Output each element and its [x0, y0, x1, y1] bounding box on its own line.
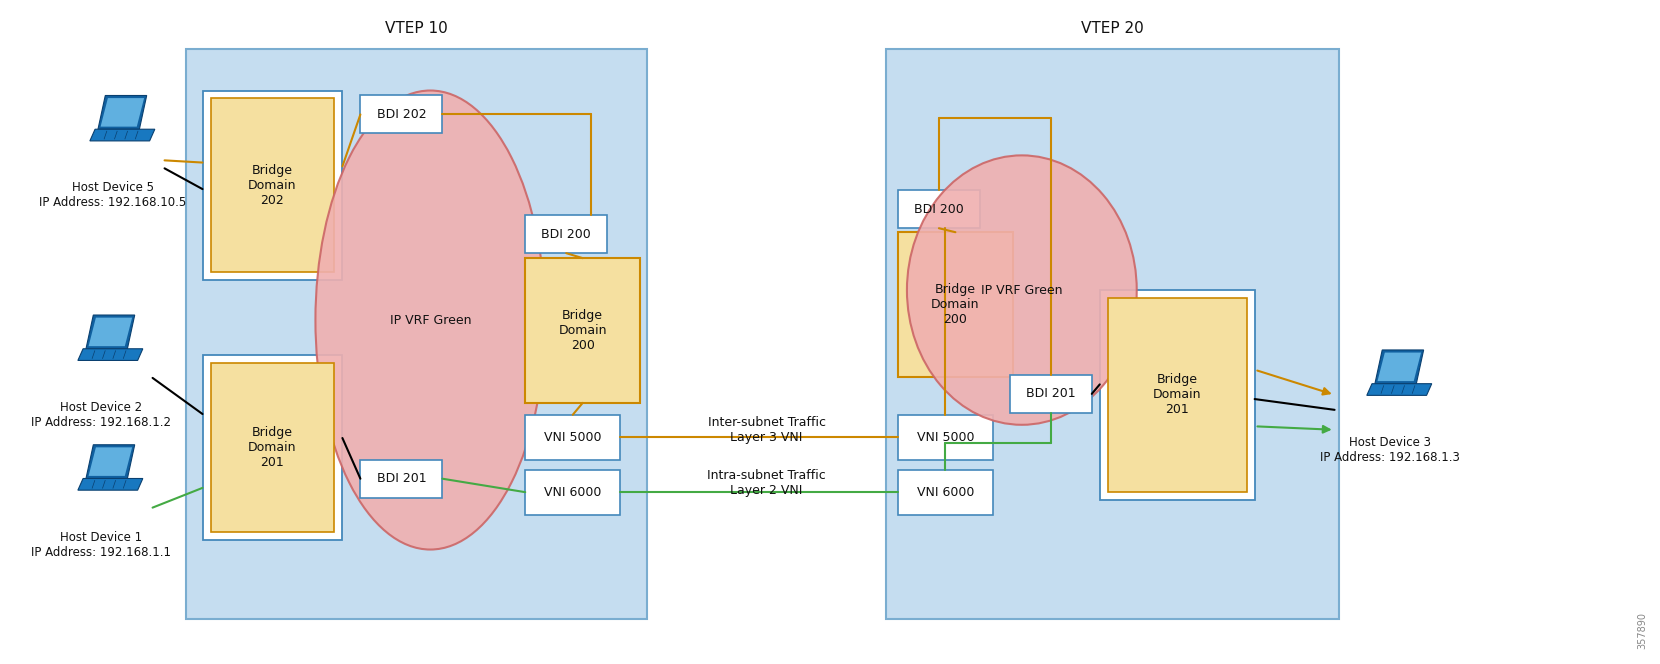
- Text: Bridge
Domain
202: Bridge Domain 202: [249, 164, 297, 207]
- Ellipse shape: [906, 155, 1137, 425]
- Polygon shape: [88, 317, 133, 346]
- Text: Host Device 5
IP Address: 192.168.10.5: Host Device 5 IP Address: 192.168.10.5: [38, 181, 186, 209]
- Text: Bridge
Domain
201: Bridge Domain 201: [1154, 373, 1202, 416]
- Polygon shape: [1374, 350, 1424, 384]
- FancyBboxPatch shape: [525, 215, 608, 253]
- FancyBboxPatch shape: [525, 469, 621, 515]
- Text: IP VRF Green: IP VRF Green: [981, 284, 1062, 297]
- Text: 357890: 357890: [1637, 612, 1647, 649]
- Polygon shape: [88, 448, 133, 476]
- FancyBboxPatch shape: [1009, 375, 1092, 413]
- Polygon shape: [1366, 384, 1431, 395]
- Text: Bridge
Domain
200: Bridge Domain 200: [931, 283, 979, 326]
- Text: BDI 202: BDI 202: [377, 108, 427, 121]
- Ellipse shape: [315, 90, 544, 550]
- Text: VNI 6000: VNI 6000: [544, 485, 601, 499]
- Text: Intra-subnet Traffic
Layer 2 VNI: Intra-subnet Traffic Layer 2 VNI: [707, 469, 827, 497]
- Polygon shape: [86, 315, 134, 349]
- FancyBboxPatch shape: [203, 90, 342, 280]
- Text: Host Device 2
IP Address: 192.168.1.2: Host Device 2 IP Address: 192.168.1.2: [30, 401, 171, 429]
- Polygon shape: [101, 98, 144, 127]
- FancyBboxPatch shape: [898, 232, 1013, 377]
- FancyBboxPatch shape: [525, 415, 621, 459]
- Text: Host Device 1
IP Address: 192.168.1.1: Host Device 1 IP Address: 192.168.1.1: [30, 531, 171, 558]
- Text: BDI 200: BDI 200: [915, 203, 964, 216]
- Polygon shape: [90, 129, 154, 141]
- Polygon shape: [1378, 353, 1421, 381]
- Polygon shape: [86, 445, 134, 479]
- Text: BDI 201: BDI 201: [1026, 387, 1076, 400]
- FancyBboxPatch shape: [1101, 290, 1255, 499]
- Text: VNI 5000: VNI 5000: [544, 431, 601, 444]
- Text: VNI 6000: VNI 6000: [916, 485, 974, 499]
- FancyBboxPatch shape: [898, 469, 993, 515]
- Text: Bridge
Domain
200: Bridge Domain 200: [558, 309, 608, 352]
- FancyBboxPatch shape: [898, 415, 993, 459]
- Text: Inter-subnet Traffic
Layer 3 VNI: Inter-subnet Traffic Layer 3 VNI: [707, 416, 825, 444]
- Text: BDI 200: BDI 200: [541, 228, 591, 241]
- FancyBboxPatch shape: [203, 355, 342, 540]
- Text: Bridge
Domain
201: Bridge Domain 201: [249, 426, 297, 469]
- Text: BDI 201: BDI 201: [377, 472, 427, 485]
- Polygon shape: [78, 349, 143, 361]
- Text: VTEP 10: VTEP 10: [385, 21, 448, 36]
- FancyBboxPatch shape: [898, 191, 979, 228]
- Text: Host Device 3
IP Address: 192.168.1.3: Host Device 3 IP Address: 192.168.1.3: [1320, 436, 1459, 463]
- Text: VNI 5000: VNI 5000: [916, 431, 974, 444]
- Text: IP VRF Green: IP VRF Green: [390, 313, 471, 327]
- FancyBboxPatch shape: [525, 258, 641, 403]
- FancyBboxPatch shape: [211, 98, 334, 272]
- FancyBboxPatch shape: [360, 96, 442, 133]
- Text: VTEP 20: VTEP 20: [1081, 21, 1144, 36]
- FancyBboxPatch shape: [186, 48, 647, 620]
- FancyBboxPatch shape: [886, 48, 1338, 620]
- Polygon shape: [78, 479, 143, 490]
- FancyBboxPatch shape: [1107, 298, 1247, 491]
- FancyBboxPatch shape: [211, 363, 334, 532]
- FancyBboxPatch shape: [360, 459, 442, 497]
- Polygon shape: [98, 96, 146, 129]
